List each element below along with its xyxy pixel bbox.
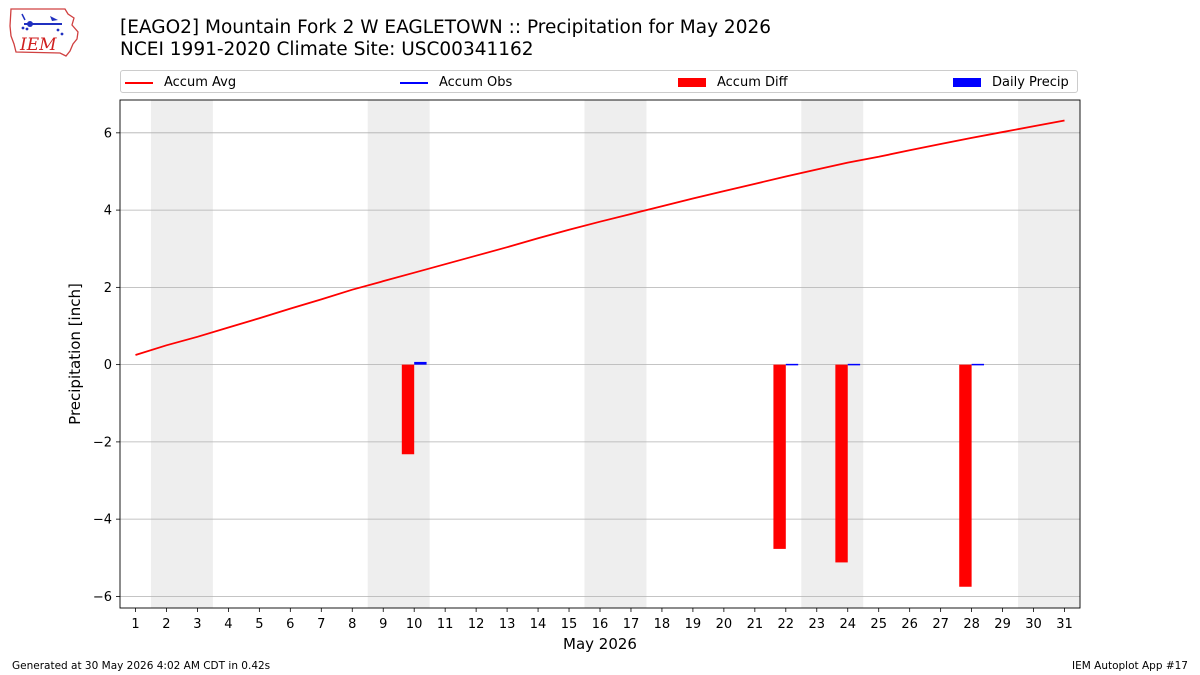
x-tick-label: 1 (131, 617, 139, 632)
weekend-shade (801, 100, 864, 608)
y-tick-label: −2 (93, 435, 112, 450)
plot-frame (119, 99, 1081, 609)
x-tick-label: 11 (437, 617, 454, 632)
x-tick-label: 12 (468, 617, 485, 632)
legend-item-accum-obs: Accum Obs (400, 71, 512, 94)
x-tick-label: 22 (778, 617, 795, 632)
x-tick-label: 24 (839, 617, 856, 632)
legend-swatch-daily-precip (953, 78, 981, 87)
y-tick-label: 0 (104, 358, 112, 373)
legend-swatch-accum-obs (400, 81, 428, 84)
legend-swatch-accum-avg (125, 81, 153, 84)
accum-diff-bar (959, 364, 972, 587)
x-tick-label: 23 (809, 617, 826, 632)
legend-label-daily-precip: Daily Precip (992, 75, 1069, 90)
accum-diff-bar (773, 364, 786, 549)
accum-diff-bar (401, 364, 415, 455)
logo-text: IEM (19, 35, 57, 55)
y-tick-label: 4 (104, 204, 112, 219)
daily-precip-bar (847, 363, 861, 366)
x-tick-label: 27 (932, 617, 949, 632)
weekend-shade (150, 100, 213, 608)
legend-swatch-accum-diff (678, 78, 706, 87)
legend-item-accum-diff: Accum Diff (678, 71, 788, 94)
x-tick-label: 25 (870, 617, 887, 632)
x-tick-label: 15 (561, 617, 578, 632)
x-tick-label: 31 (1056, 617, 1073, 632)
x-axis-label: May 2026 (563, 635, 637, 653)
weekend-shade (1018, 100, 1080, 608)
x-tick-label: 26 (901, 617, 918, 632)
x-tick-label: 18 (654, 617, 671, 632)
x-tick-label: 20 (716, 617, 733, 632)
x-tick-label: 3 (193, 617, 201, 632)
daily-precip-bar (785, 363, 799, 366)
x-tick-label: 4 (224, 617, 232, 632)
x-tick-label: 19 (685, 617, 702, 632)
x-tick-label: 8 (348, 617, 356, 632)
y-tick-label: −6 (93, 590, 112, 605)
legend: Accum Avg Accum Obs Accum Diff Daily Pre… (120, 70, 1078, 93)
x-tick-label: 10 (406, 617, 423, 632)
y-tick-label: 2 (104, 281, 112, 296)
legend-label-accum-avg: Accum Avg (164, 75, 237, 90)
footer-generated: Generated at 30 May 2026 4:02 AM CDT in … (12, 660, 271, 672)
x-tick-label: 14 (530, 617, 547, 632)
legend-label-accum-obs: Accum Obs (439, 75, 513, 90)
legend-label-accum-diff: Accum Diff (717, 75, 788, 90)
x-tick-label: 16 (592, 617, 609, 632)
x-tick-label: 7 (317, 617, 325, 632)
accum-diff-bar (835, 364, 848, 563)
daily-precip-bar (414, 361, 427, 365)
iem-logo: IEM (9, 8, 79, 57)
weekend-shade (584, 100, 647, 608)
footer-app-id: IEM Autoplot App #17 (1072, 660, 1188, 672)
x-tick-label: 30 (1025, 617, 1042, 632)
x-tick-label: 28 (963, 617, 980, 632)
accum-avg-line (135, 119, 1065, 356)
x-tick-label: 21 (747, 617, 764, 632)
x-tick-label: 29 (994, 617, 1011, 632)
x-tick-label: 6 (286, 617, 294, 632)
daily-precip-bar (971, 363, 984, 366)
y-tick-label: −4 (93, 513, 112, 528)
chart-title: [EAGO2] Mountain Fork 2 W EAGLETOWN :: P… (120, 17, 772, 38)
legend-item-daily-precip: Daily Precip (953, 71, 1069, 94)
x-tick-label: 2 (162, 617, 170, 632)
legend-item-accum-avg: Accum Avg (125, 71, 236, 94)
x-tick-label: 9 (379, 617, 387, 632)
x-tick-label: 17 (623, 617, 640, 632)
weekend-shade (367, 100, 430, 608)
x-tick-label: 5 (255, 617, 263, 632)
y-axis-label: Precipitation [inch] (66, 283, 84, 425)
x-tick-label: 13 (499, 617, 516, 632)
chart-subtitle: NCEI 1991-2020 Climate Site: USC00341162 (120, 39, 534, 60)
y-tick-label: 6 (104, 126, 112, 141)
